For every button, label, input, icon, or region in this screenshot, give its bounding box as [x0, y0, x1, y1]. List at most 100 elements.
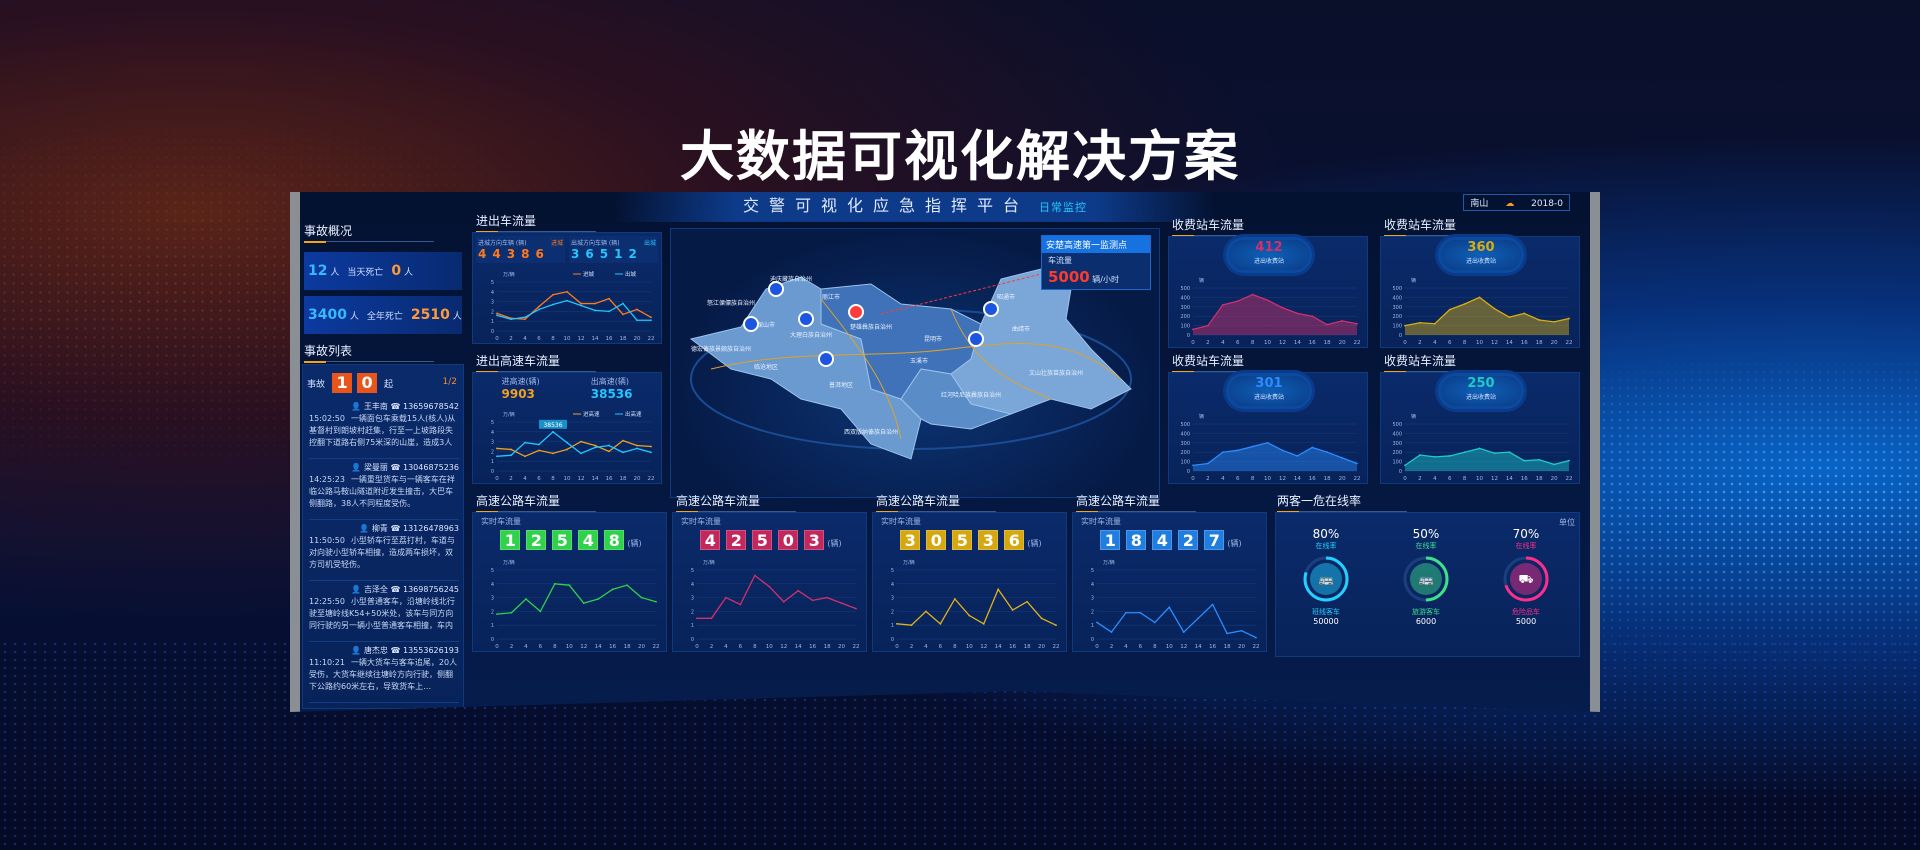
data-point[interactable] [566, 448, 568, 451]
mode-tab[interactable]: 日常监控 [1039, 201, 1087, 214]
online-item[interactable]: 80% 在线率 🚌 班线客车 50000 [1281, 527, 1371, 626]
alert-pin-icon[interactable] [848, 304, 864, 320]
accident-item[interactable]: 👤 吉泽全 ☎ 13698756245 12:25:50 小型普通客车，沿塘岭线北行… [309, 584, 459, 642]
data-point[interactable] [524, 441, 526, 444]
accident-item[interactable]: 👤 柳青 ☎ 13126478963 11:50:50 小型轿车行至荔打村，车道与对… [309, 523, 459, 581]
data-point[interactable] [568, 584, 571, 587]
data-point[interactable] [840, 602, 843, 605]
data-point[interactable] [982, 622, 985, 625]
data-point[interactable] [1478, 296, 1481, 299]
data-point[interactable] [1296, 455, 1299, 457]
data-point[interactable] [510, 454, 512, 457]
data-point[interactable] [968, 614, 971, 617]
data-point[interactable] [1197, 617, 1200, 620]
data-point[interactable] [1168, 606, 1171, 609]
data-point[interactable] [1493, 452, 1496, 455]
data-point[interactable] [650, 316, 652, 319]
data-point[interactable] [1341, 320, 1343, 322]
data-point[interactable] [1553, 463, 1555, 466]
data-point[interactable] [510, 611, 513, 614]
data-point[interactable] [622, 313, 624, 316]
data-point[interactable] [1523, 312, 1526, 315]
data-point[interactable] [650, 451, 652, 454]
data-point[interactable] [552, 293, 554, 296]
data-point[interactable] [782, 600, 785, 603]
data-point[interactable] [1356, 462, 1358, 465]
data-point[interactable] [739, 603, 742, 606]
data-point[interactable] [524, 318, 526, 321]
data-point[interactable] [826, 596, 828, 599]
data-point[interactable] [580, 304, 582, 307]
data-point[interactable] [636, 447, 638, 450]
data-point[interactable] [594, 446, 596, 449]
data-point[interactable] [925, 610, 927, 613]
data-point[interactable] [1311, 446, 1314, 449]
data-point[interactable] [811, 599, 814, 602]
camera-pin-icon[interactable] [968, 331, 984, 347]
data-point[interactable] [1221, 451, 1224, 454]
data-point[interactable] [1553, 320, 1555, 323]
data-point[interactable] [1341, 456, 1343, 459]
data-point[interactable] [1139, 611, 1142, 614]
data-point[interactable] [1182, 631, 1185, 633]
data-point[interactable] [1463, 303, 1466, 305]
data-point[interactable] [622, 451, 624, 454]
data-point[interactable] [1251, 293, 1254, 296]
data-point[interactable] [496, 314, 498, 317]
data-point[interactable] [1153, 621, 1156, 624]
data-point[interactable] [1207, 462, 1209, 465]
data-point[interactable] [510, 448, 512, 451]
data-point[interactable] [582, 602, 585, 605]
data-point[interactable] [896, 622, 898, 625]
data-point[interactable] [1433, 456, 1436, 458]
data-point[interactable] [910, 624, 913, 627]
accident-item[interactable]: 👤 梁曼丽 ☎ 13046875236 14:25:23 一辆重型货车与一辆客车在祥… [309, 462, 459, 520]
data-point[interactable] [510, 318, 512, 321]
data-point[interactable] [636, 308, 638, 311]
data-point[interactable] [655, 600, 657, 603]
data-point[interactable] [710, 617, 713, 620]
data-point[interactable] [1296, 312, 1299, 315]
data-point[interactable] [1055, 624, 1057, 627]
camera-pin-icon[interactable] [743, 316, 759, 332]
data-point[interactable] [539, 610, 542, 613]
data-point[interactable] [1266, 441, 1269, 444]
camera-pin-icon[interactable] [818, 351, 834, 367]
data-point[interactable] [1040, 617, 1043, 620]
data-point[interactable] [552, 452, 554, 455]
data-point[interactable] [553, 582, 556, 585]
data-point[interactable] [855, 607, 857, 610]
data-point[interactable] [1326, 323, 1329, 326]
data-point[interactable] [552, 430, 554, 433]
data-point[interactable] [626, 584, 628, 587]
data-point[interactable] [1110, 631, 1113, 633]
data-point[interactable] [538, 308, 540, 311]
data-point[interactable] [1463, 451, 1466, 454]
page-indicator[interactable]: 1/2 [442, 377, 457, 387]
data-point[interactable] [608, 450, 610, 453]
data-point[interactable] [1255, 636, 1257, 639]
online-item[interactable]: 50% 在线率 🚌 旅游客车 6000 [1381, 527, 1471, 626]
map-region-south[interactable] [900, 368, 1013, 430]
data-point[interactable] [496, 312, 498, 315]
data-point[interactable] [725, 596, 727, 599]
data-point[interactable] [636, 444, 638, 447]
data-point[interactable] [636, 319, 638, 322]
data-point[interactable] [622, 302, 624, 305]
data-point[interactable] [538, 305, 540, 308]
data-point[interactable] [496, 455, 498, 458]
data-point[interactable] [622, 439, 624, 442]
data-point[interactable] [1281, 449, 1284, 452]
data-point[interactable] [1326, 451, 1329, 454]
data-point[interactable] [496, 613, 498, 616]
camera-pin-icon[interactable] [798, 311, 814, 327]
data-point[interactable] [1356, 322, 1358, 325]
data-point[interactable] [608, 297, 610, 300]
data-point[interactable] [1311, 315, 1314, 318]
data-point[interactable] [580, 440, 582, 443]
data-point[interactable] [594, 444, 596, 447]
data-point[interactable] [1125, 611, 1127, 614]
data-point[interactable] [566, 299, 568, 302]
data-point[interactable] [939, 622, 942, 625]
data-point[interactable] [608, 310, 610, 313]
